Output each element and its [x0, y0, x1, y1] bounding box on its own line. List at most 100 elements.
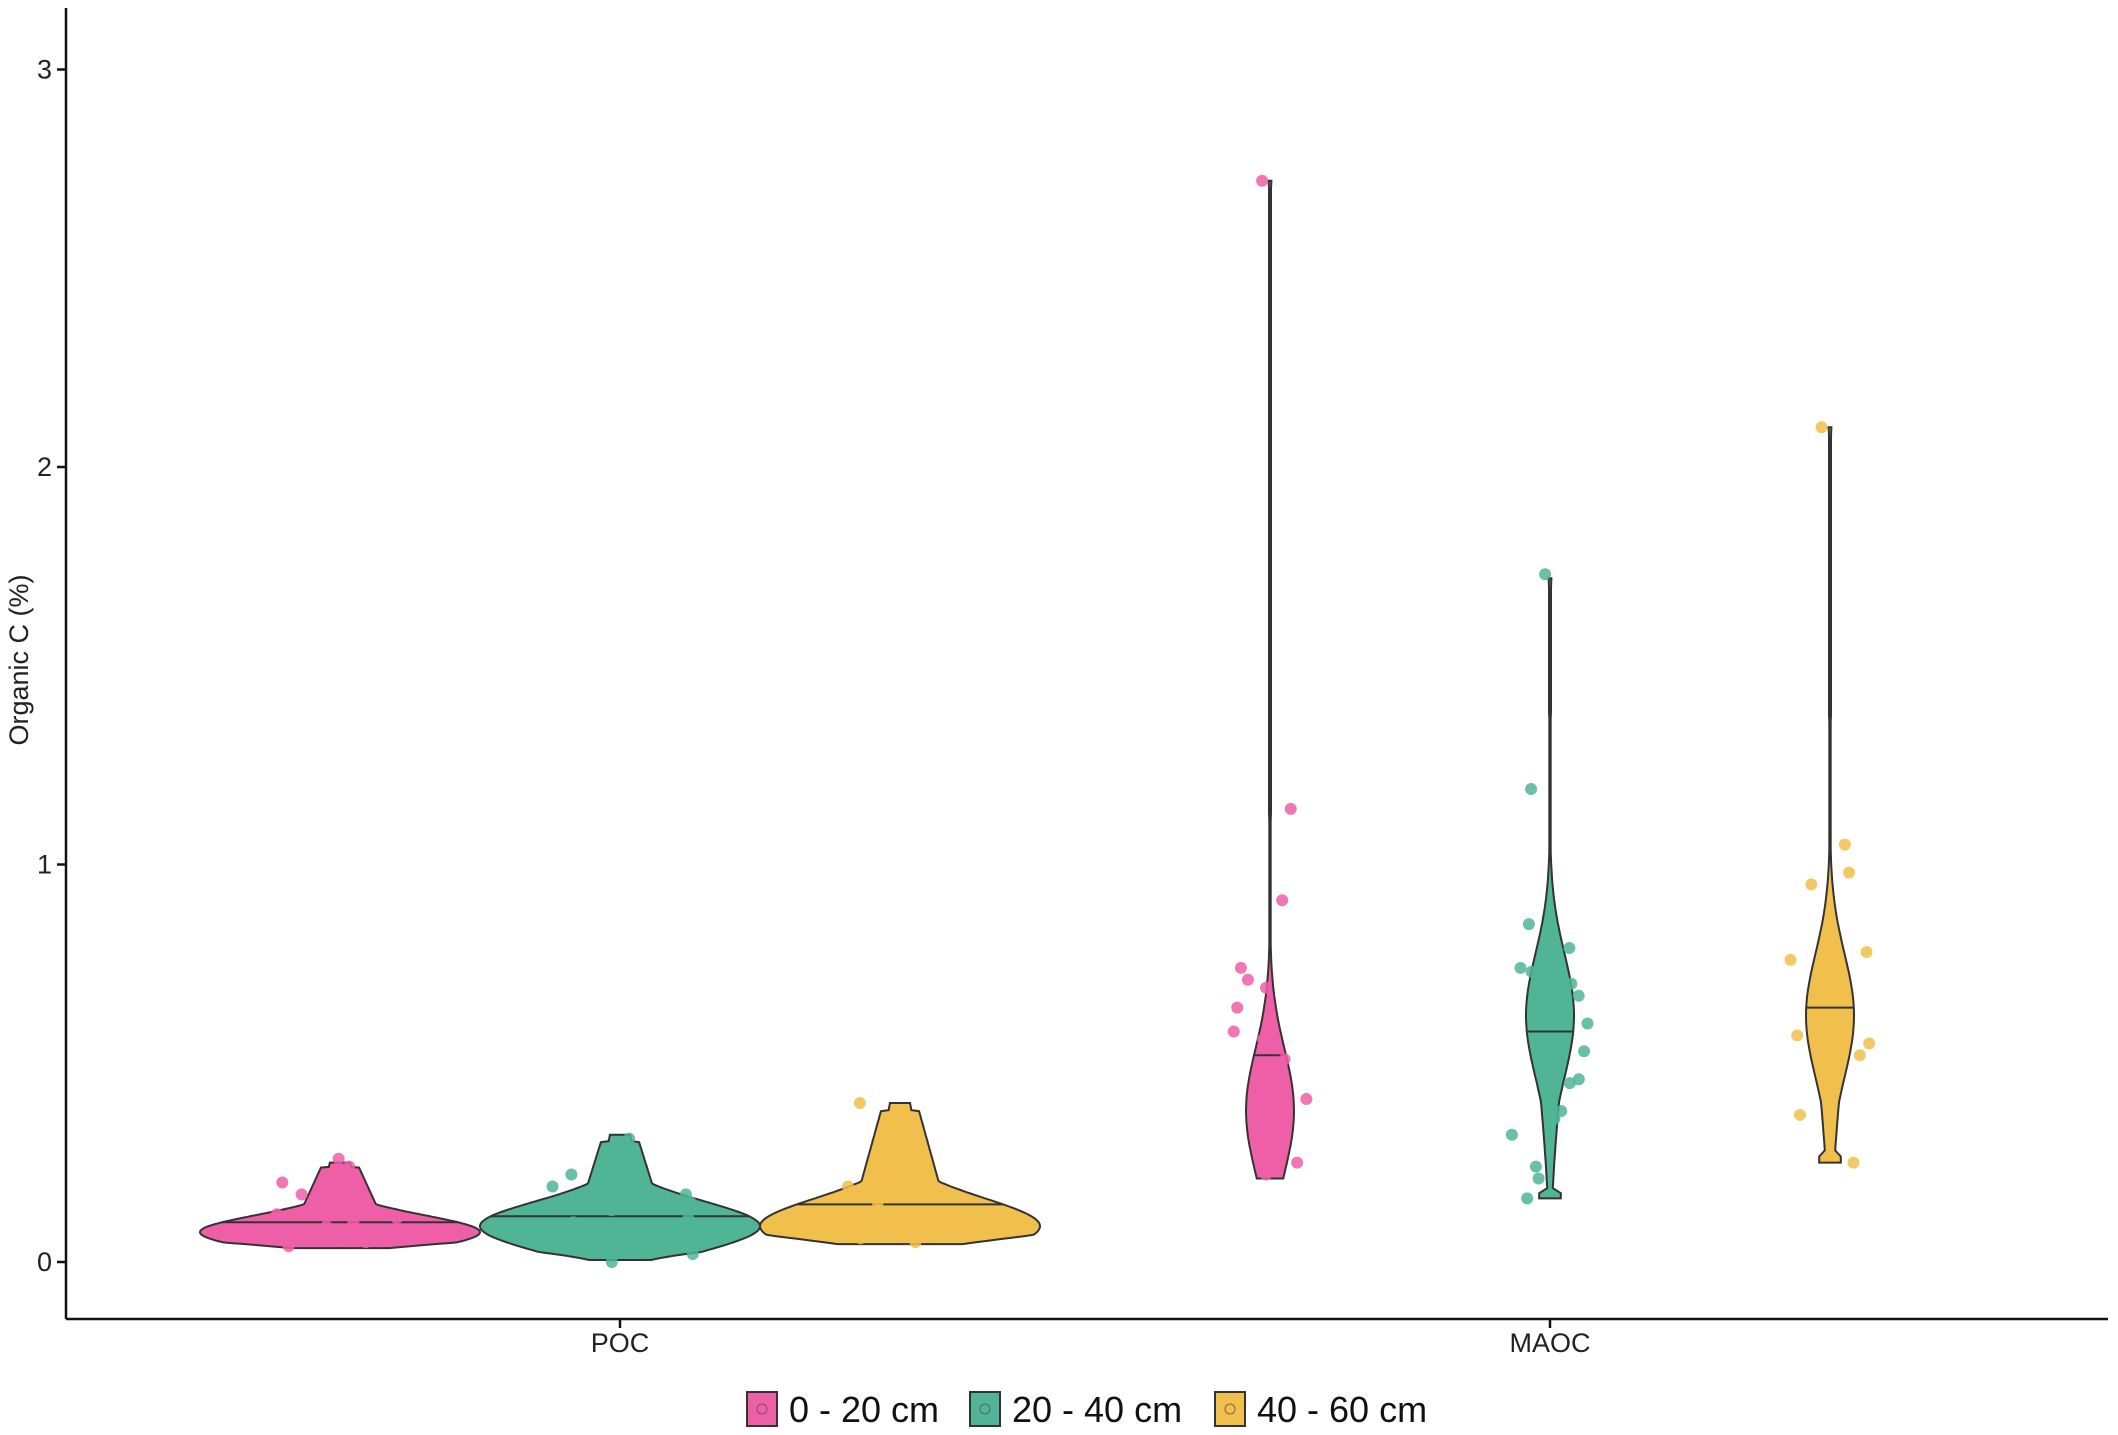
data-point-maoc-20-40-cm [1522, 918, 1535, 931]
plot-area [198, 174, 1876, 1268]
data-point-maoc-40-60-cm [1821, 1069, 1834, 1082]
data-point-maoc-20-40-cm [1572, 989, 1585, 1002]
data-point-maoc-0-20-cm [1257, 1033, 1269, 1046]
y-axis-title: Organic C (%) [4, 574, 34, 745]
data-point-maoc-40-60-cm [1794, 1108, 1806, 1121]
legend-label-20-40-cm: 20 - 40 cm [1012, 1389, 1182, 1430]
data-point-maoc-0-20-cm [1259, 1140, 1272, 1153]
y-tick-label-1: 1 [37, 850, 52, 880]
data-point-poc-0-20-cm [343, 1160, 356, 1173]
data-point-poc-0-20-cm [294, 1232, 307, 1245]
data-point-maoc-40-60-cm [1853, 1049, 1866, 1062]
data-point-maoc-20-40-cm [1529, 1160, 1542, 1173]
data-point-maoc-0-20-cm [1231, 1001, 1244, 1014]
data-point-poc-0-20-cm [325, 1196, 338, 1209]
data-point-poc-20-40-cm [565, 1168, 578, 1181]
data-point-poc-20-40-cm [605, 1256, 618, 1268]
data-point-poc-20-40-cm [621, 1228, 634, 1241]
data-point-maoc-20-40-cm [1539, 568, 1552, 581]
data-point-poc-20-40-cm [684, 1196, 697, 1209]
data-point-maoc-20-40-cm [1572, 1073, 1585, 1086]
data-point-maoc-0-20-cm [1278, 1053, 1291, 1066]
data-point-poc-0-20-cm [320, 1220, 333, 1233]
data-point-maoc-40-60-cm [1843, 866, 1855, 879]
data-point-poc-40-60-cm [842, 1180, 854, 1193]
data-point-poc-0-20-cm [270, 1208, 283, 1221]
data-point-maoc-40-60-cm [1860, 946, 1873, 958]
data-point-maoc-0-20-cm [1284, 802, 1297, 815]
data-point-poc-40-60-cm [934, 1188, 947, 1201]
data-point-maoc-20-40-cm [1563, 942, 1576, 954]
data-point-maoc-40-60-cm [1805, 878, 1818, 891]
data-point-maoc-0-20-cm [1241, 973, 1254, 986]
data-point-maoc-20-40-cm [1514, 961, 1527, 974]
data-point-maoc-40-60-cm [1819, 1017, 1832, 1030]
data-point-poc-20-40-cm [581, 1236, 594, 1249]
data-point-poc-20-40-cm [605, 1204, 618, 1217]
violin-maoc-0-20-cm [1244, 179, 1296, 1180]
data-point-poc-40-60-cm [901, 1136, 914, 1149]
data-point-maoc-40-60-cm [1838, 838, 1851, 851]
violin-poc-20-40-cm [479, 1133, 761, 1261]
y-tick-label-0: 0 [37, 1247, 52, 1277]
data-point-poc-0-20-cm [359, 1236, 372, 1249]
violin-maoc-20-40-cm [1525, 577, 1575, 1200]
data-point-poc-0-20-cm [347, 1216, 360, 1229]
data-point-poc-20-40-cm [686, 1248, 699, 1260]
data-point-poc-40-60-cm [909, 1236, 922, 1249]
data-point-poc-40-60-cm [871, 1204, 884, 1217]
x-tick-label-maoc: MAOC [1510, 1328, 1591, 1358]
data-point-poc-40-60-cm [889, 1228, 902, 1241]
y-tick-label-3: 3 [37, 55, 52, 85]
data-point-maoc-40-60-cm [1791, 1029, 1804, 1042]
data-point-maoc-40-60-cm [1812, 969, 1825, 982]
data-point-poc-0-20-cm [332, 1152, 345, 1165]
data-point-maoc-20-40-cm [1521, 1192, 1534, 1205]
data-point-maoc-0-20-cm [1276, 894, 1289, 907]
data-point-maoc-40-60-cm [1831, 1065, 1843, 1078]
data-point-poc-40-60-cm [951, 1224, 964, 1237]
data-point-poc-40-60-cm [830, 1208, 843, 1221]
data-point-maoc-0-20-cm [1250, 1105, 1262, 1117]
data-point-maoc-20-40-cm [1525, 965, 1538, 978]
data-point-maoc-0-20-cm [1227, 1025, 1240, 1038]
data-point-poc-40-60-cm [854, 1232, 867, 1245]
data-point-poc-20-40-cm [612, 1152, 625, 1165]
data-point-maoc-20-40-cm [1578, 1045, 1591, 1058]
data-point-maoc-20-40-cm [1565, 977, 1578, 990]
x-tick-label-poc: POC [591, 1328, 650, 1358]
data-point-maoc-20-40-cm [1532, 1172, 1545, 1185]
data-point-maoc-0-20-cm [1275, 1065, 1288, 1078]
data-point-maoc-40-60-cm [1820, 1045, 1833, 1058]
data-point-maoc-20-40-cm [1548, 1112, 1561, 1125]
data-point-maoc-0-20-cm [1234, 961, 1247, 974]
data-point-poc-0-20-cm [376, 1224, 389, 1237]
data-point-maoc-0-20-cm [1260, 981, 1272, 994]
data-point-poc-0-20-cm [270, 1228, 283, 1241]
data-point-maoc-20-40-cm [1525, 783, 1538, 795]
data-point-poc-0-20-cm [335, 1204, 347, 1217]
data-point-poc-20-40-cm [623, 1132, 636, 1145]
data-point-maoc-40-60-cm [1784, 953, 1797, 966]
data-point-poc-40-60-cm [854, 1220, 867, 1233]
data-point-maoc-40-60-cm [1830, 989, 1843, 1002]
data-point-poc-20-40-cm [601, 1224, 614, 1237]
data-point-maoc-0-20-cm [1300, 1093, 1313, 1105]
data-point-poc-40-60-cm [868, 1168, 881, 1181]
data-point-poc-40-60-cm [853, 1097, 866, 1109]
data-point-maoc-40-60-cm [1847, 1156, 1860, 1169]
data-point-maoc-0-20-cm [1291, 1156, 1304, 1169]
legend-dot-40-60-cm [1224, 1403, 1236, 1415]
data-point-poc-0-20-cm [390, 1212, 403, 1225]
data-point-maoc-20-40-cm [1555, 1105, 1568, 1117]
legend-dot-0-20-cm [756, 1403, 768, 1415]
data-point-maoc-20-40-cm [1581, 1017, 1594, 1030]
legend-label-0-20-cm: 0 - 20 cm [789, 1389, 939, 1430]
data-point-poc-0-20-cm [295, 1188, 308, 1201]
data-point-poc-0-20-cm [276, 1176, 289, 1189]
data-point-maoc-40-60-cm [1815, 421, 1828, 434]
data-point-poc-0-20-cm [282, 1240, 295, 1253]
legend-dot-20-40-cm [979, 1403, 991, 1415]
data-point-maoc-40-60-cm [1863, 1037, 1876, 1050]
